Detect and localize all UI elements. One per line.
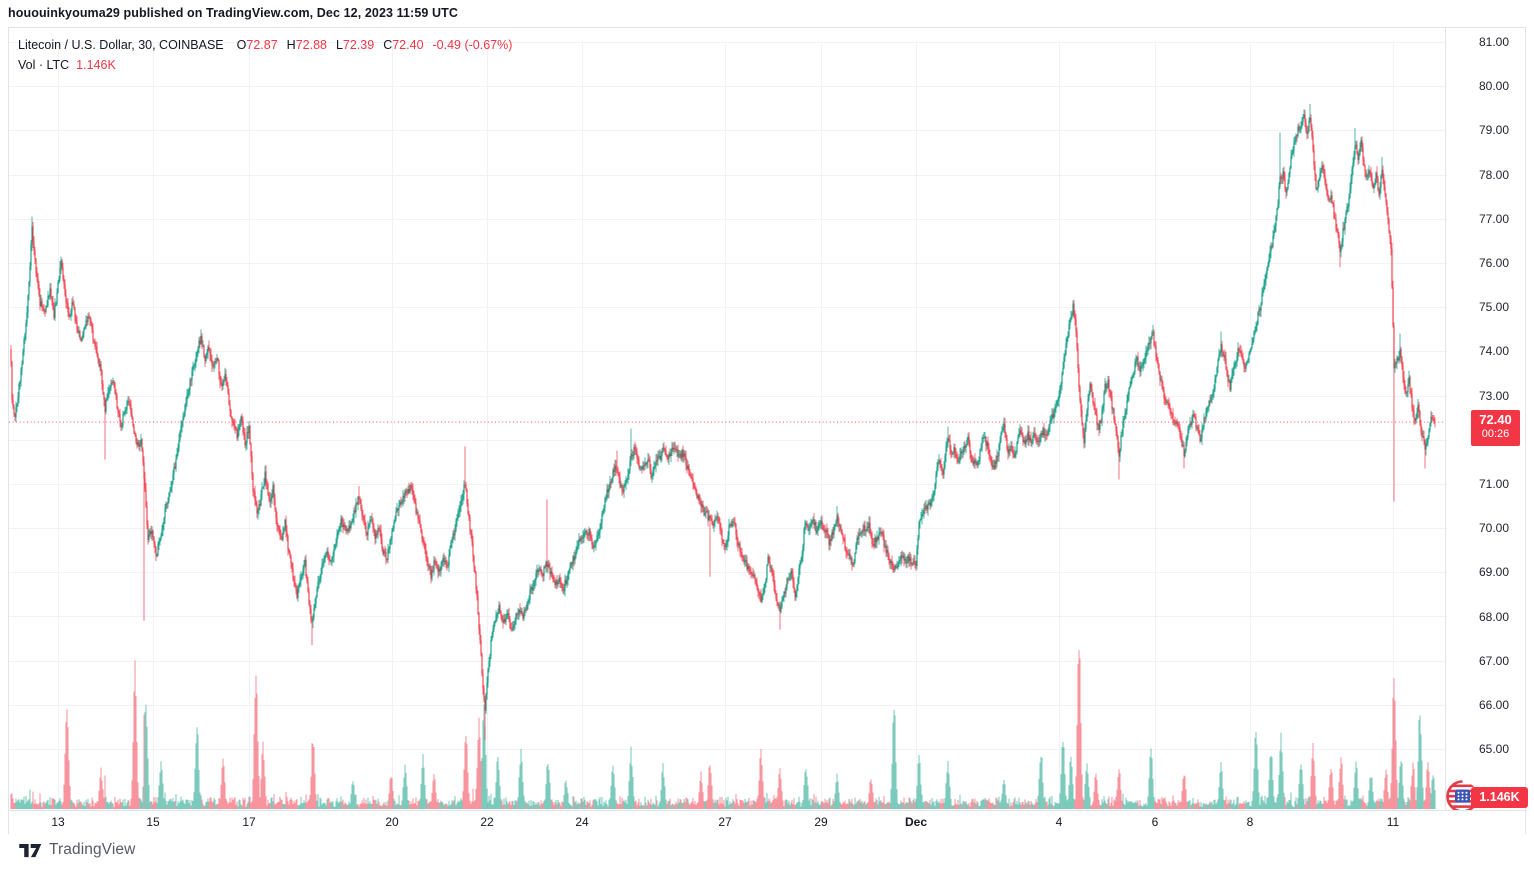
price-tick-label: 79.00 — [1479, 123, 1510, 138]
chart-legend: Litecoin / U.S. Dollar, 30, COINBASE O72… — [18, 35, 512, 75]
price-tick-label: 66.00 — [1479, 697, 1510, 712]
price-tick-label: 81.00 — [1479, 35, 1510, 49]
legend-row-symbol: Litecoin / U.S. Dollar, 30, COINBASE O72… — [18, 35, 512, 55]
time-tick-label: 27 — [718, 815, 732, 829]
price-tick-label: 71.00 — [1479, 476, 1510, 491]
time-tick-label: 13 — [51, 815, 65, 829]
ohlc-h: H72.88 — [286, 38, 327, 52]
price-tick-label: 74.00 — [1479, 344, 1510, 359]
price-tick-label: 65.00 — [1479, 742, 1510, 756]
volume-badge: 1.146K — [1471, 787, 1528, 808]
price-tick-label: 78.00 — [1479, 167, 1510, 182]
change-value: -0.49 (-0.67%) — [432, 38, 513, 52]
last-price-value: 72.40 — [1479, 412, 1512, 427]
price-tick-label: 75.00 — [1479, 300, 1510, 315]
price-tick-label: 77.00 — [1479, 211, 1510, 226]
price-tick-label: 69.00 — [1479, 565, 1510, 580]
time-tick-label: 22 — [480, 815, 494, 829]
time-tick-label: 17 — [242, 815, 256, 829]
time-tick-label: 20 — [385, 815, 399, 829]
price-axis[interactable]: 72.40 00:26 81.00 80.00 79.00 78.00 77.00 76.… — [1445, 28, 1526, 810]
time-tick-label: 11 — [1386, 815, 1400, 829]
candlestick-chart-canvas[interactable] — [9, 28, 1525, 833]
ohlc-o: O72.87 — [236, 38, 278, 52]
price-tick-label: 80.00 — [1479, 79, 1510, 94]
ohlc-l: L72.39 — [335, 38, 375, 52]
price-tick-label: 76.00 — [1479, 255, 1510, 270]
time-tick-label: 15 — [146, 815, 160, 829]
time-tick-label: Dec — [904, 815, 928, 829]
volume-label[interactable]: Vol · LTC — [18, 58, 70, 72]
time-tick-label: 29 — [814, 815, 828, 829]
ohlc-values: O72.87 H72.88 L72.39 C72.40 — [228, 35, 424, 55]
snapshot-header: hououinkyouma29 published on TradingView… — [8, 6, 458, 20]
time-tick-label: 8 — [1246, 815, 1254, 829]
time-tick-label: 4 — [1055, 815, 1063, 829]
ohlc-c: C72.40 — [383, 38, 424, 52]
price-tick-label: 70.00 — [1479, 521, 1510, 536]
last-price-label: 72.40 00:26 — [1471, 410, 1520, 446]
volume-value: 1.146K — [76, 58, 116, 72]
time-tick-label: 6 — [1151, 815, 1159, 829]
chart-widget: Litecoin / U.S. Dollar, 30, COINBASE O72… — [8, 27, 1528, 834]
usd-flag-icon — [1446, 780, 1479, 813]
bar-countdown: 00:26 — [1481, 428, 1510, 440]
tradingview-wordmark: TradingView — [49, 841, 136, 858]
tradingview-logo-icon — [19, 843, 42, 857]
time-axis[interactable]: 13 15 17 20 22 24 27 29 Dec 4 6 8 11 — [9, 810, 1525, 834]
symbol-title[interactable]: Litecoin / U.S. Dollar, 30, COINBASE — [18, 38, 224, 52]
tradingview-attribution[interactable]: TradingView — [19, 841, 135, 859]
price-tick-label: 73.00 — [1479, 388, 1510, 403]
legend-row-volume: Vol · LTC 1.146K — [18, 55, 512, 75]
time-tick-label: 24 — [575, 815, 589, 829]
price-tick-label: 68.00 — [1479, 609, 1510, 624]
price-tick-label: 67.00 — [1479, 653, 1510, 668]
